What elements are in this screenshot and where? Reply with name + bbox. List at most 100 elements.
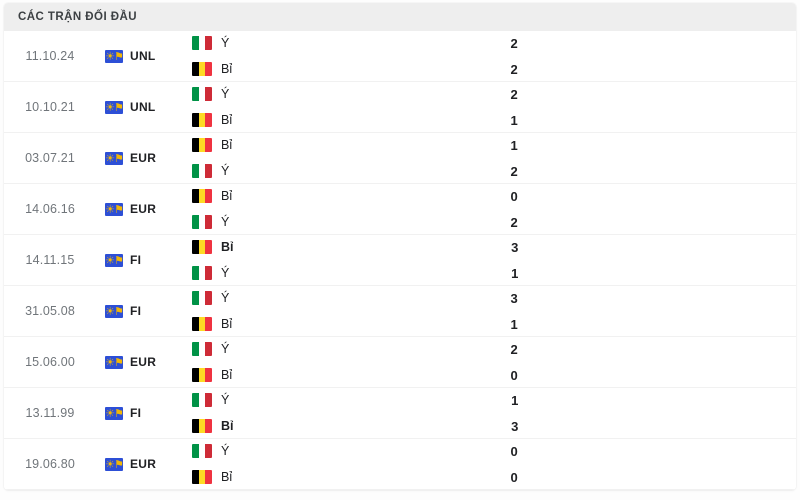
- match-date: 11.10.24: [25, 49, 75, 63]
- competition-label: EUR: [130, 355, 157, 369]
- home-team-name: Ý: [221, 36, 230, 50]
- italy-flag-icon: [192, 444, 212, 458]
- match-row[interactable]: 13.11.99 ☀⚑ FI Ý Bỉ 1 3: [4, 388, 796, 439]
- home-team[interactable]: Bỉ: [192, 189, 409, 204]
- away-team-name: Bỉ: [221, 470, 233, 484]
- italy-flag-icon: [192, 266, 212, 280]
- away-team-name: Bỉ: [221, 113, 233, 127]
- home-team-name: Ý: [221, 342, 230, 356]
- uefa-flag-icon: ☀⚑: [105, 406, 123, 420]
- competition-label: FI: [130, 304, 142, 318]
- match-row[interactable]: 15.06.00 ☀⚑ EUR Ý Bỉ 2 0: [4, 337, 796, 388]
- home-team[interactable]: Ý: [192, 87, 409, 102]
- uefa-flag-icon: ☀⚑: [105, 49, 123, 63]
- match-row[interactable]: 14.06.16 ☀⚑ EUR Bỉ Ý 0 2: [4, 184, 796, 235]
- page-title: CÁC TRẬN ĐỐI ĐẦU: [18, 11, 137, 23]
- away-team[interactable]: Bỉ: [192, 317, 409, 332]
- home-score: 2: [510, 35, 518, 51]
- home-score: 0: [510, 188, 518, 204]
- home-score: 2: [510, 86, 518, 102]
- head-to-head-card: CÁC TRẬN ĐỐI ĐẦU 11.10.24 ☀⚑ UNL Ý Bỉ 2 2 10.10…: [4, 3, 796, 490]
- match-date: 10.10.21: [25, 100, 75, 114]
- match-row[interactable]: 31.05.08 ☀⚑ FI Ý Bỉ 3 1: [4, 286, 796, 337]
- competition-cell[interactable]: ☀⚑ FI: [96, 304, 188, 318]
- away-team[interactable]: Bỉ: [192, 470, 409, 485]
- teams-cell: Ý Bỉ: [188, 444, 409, 485]
- competition-cell[interactable]: ☀⚑ UNL: [96, 100, 188, 114]
- home-team[interactable]: Ý: [192, 342, 409, 357]
- home-team-name: Bỉ: [221, 189, 233, 203]
- away-score: 0: [510, 469, 518, 485]
- uefa-flag-icon: ☀⚑: [105, 304, 123, 318]
- away-team[interactable]: Bỉ: [192, 368, 409, 383]
- away-team[interactable]: Ý: [192, 215, 409, 230]
- away-team[interactable]: Ý: [192, 164, 409, 179]
- italy-flag-icon: [192, 87, 212, 101]
- away-team-name: Bỉ: [221, 62, 233, 76]
- teams-cell: Ý Bỉ: [188, 393, 410, 434]
- teams-cell: Ý Bỉ: [188, 36, 409, 77]
- away-team[interactable]: Bỉ: [192, 62, 409, 77]
- match-row[interactable]: 03.07.21 ☀⚑ EUR Bỉ Ý 1 2: [4, 133, 796, 184]
- home-team[interactable]: Ý: [192, 291, 409, 306]
- match-row[interactable]: 11.10.24 ☀⚑ UNL Ý Bỉ 2 2: [4, 31, 796, 82]
- away-score: 2: [510, 214, 518, 230]
- competition-cell[interactable]: ☀⚑ FI: [96, 253, 188, 267]
- competition-label: UNL: [130, 100, 156, 114]
- away-team-name: Ý: [221, 164, 230, 178]
- teams-cell: Ý Bỉ: [188, 342, 409, 383]
- home-score: 1: [511, 392, 519, 408]
- belgium-flag-icon: [192, 419, 212, 433]
- match-row[interactable]: 14.11.15 ☀⚑ FI Bỉ Ý 3 1: [4, 235, 796, 286]
- competition-label: FI: [130, 406, 142, 420]
- home-team-name: Bỉ: [221, 138, 233, 152]
- match-date: 14.11.15: [25, 253, 75, 267]
- home-team-name: Bỉ: [221, 240, 234, 254]
- teams-cell: Ý Bỉ: [188, 87, 409, 128]
- match-date: 15.06.00: [25, 355, 75, 369]
- competition-cell[interactable]: ☀⚑ FI: [96, 406, 188, 420]
- match-date: 19.06.80: [25, 457, 75, 471]
- teams-cell: Bỉ Ý: [188, 240, 410, 281]
- match-row[interactable]: 19.06.80 ☀⚑ EUR Ý Bỉ 0 0: [4, 439, 796, 490]
- competition-label: EUR: [130, 202, 157, 216]
- home-score: 2: [510, 341, 518, 357]
- home-team[interactable]: Bỉ: [192, 240, 410, 255]
- home-team[interactable]: Ý: [192, 444, 409, 459]
- home-team[interactable]: Ý: [192, 393, 410, 408]
- competition-label: EUR: [130, 151, 157, 165]
- competition-cell[interactable]: ☀⚑ EUR: [96, 202, 188, 216]
- away-team[interactable]: Bỉ: [192, 113, 409, 128]
- uefa-flag-icon: ☀⚑: [105, 100, 123, 114]
- away-score: 2: [510, 61, 518, 77]
- competition-cell[interactable]: ☀⚑ EUR: [96, 151, 188, 165]
- away-team-name: Bỉ: [221, 317, 233, 331]
- uefa-flag-icon: ☀⚑: [105, 151, 123, 165]
- competition-cell[interactable]: ☀⚑ EUR: [96, 355, 188, 369]
- away-score: 0: [510, 367, 518, 383]
- italy-flag-icon: [192, 291, 212, 305]
- uefa-flag-icon: ☀⚑: [105, 457, 123, 471]
- teams-cell: Bỉ Ý: [188, 138, 409, 179]
- home-team-name: Ý: [221, 291, 230, 305]
- belgium-flag-icon: [192, 113, 212, 127]
- competition-cell[interactable]: ☀⚑ EUR: [96, 457, 188, 471]
- belgium-flag-icon: [192, 240, 212, 254]
- away-team-name: Bỉ: [221, 368, 233, 382]
- away-team[interactable]: Ý: [192, 266, 410, 281]
- italy-flag-icon: [192, 342, 212, 356]
- home-team[interactable]: Ý: [192, 36, 409, 51]
- match-date: 03.07.21: [25, 151, 75, 165]
- competition-cell[interactable]: ☀⚑ UNL: [96, 49, 188, 63]
- home-score: 3: [511, 239, 519, 255]
- away-team[interactable]: Bỉ: [192, 419, 410, 434]
- match-row[interactable]: 10.10.21 ☀⚑ UNL Ý Bỉ 2 1: [4, 82, 796, 133]
- uefa-flag-icon: ☀⚑: [105, 355, 123, 369]
- match-list: 11.10.24 ☀⚑ UNL Ý Bỉ 2 2 10.10.21 ☀⚑ UNL Ý Bỉ 2 1 03.0…: [4, 31, 796, 490]
- home-team[interactable]: Bỉ: [192, 138, 409, 153]
